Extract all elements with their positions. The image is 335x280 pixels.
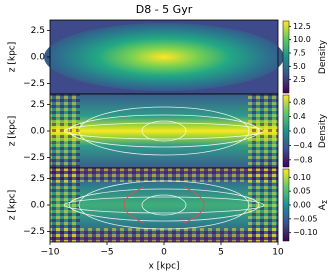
contour	[68, 188, 260, 222]
noise	[248, 94, 278, 168]
colorbar-label-text: Density	[318, 39, 328, 74]
y-tick-label: 2.5	[31, 26, 45, 36]
colorbar-tick-label: 10.0	[293, 35, 311, 44]
colorbar-tick-label: 0.00	[293, 201, 311, 210]
y-tick-label: −2.5	[23, 153, 45, 163]
colorbar-label: Density	[318, 39, 328, 74]
colorbar-label-subscript: Σ	[321, 200, 329, 204]
colorbar	[282, 20, 290, 94]
y-axis-label: z [kpc]	[8, 116, 18, 146]
colorbar	[282, 94, 290, 168]
x-tick-label: −5	[100, 248, 113, 258]
heatmap-image	[50, 94, 278, 168]
colorbar-label-text: A	[318, 203, 328, 210]
colorbar-tick-label: 5.0	[293, 62, 306, 71]
heatmap-image	[50, 168, 278, 242]
y-tick-label: 2.5	[31, 100, 45, 110]
chart-title: D8 - 5 Gyr	[136, 3, 193, 16]
colorbar-tick-label: 0.05	[293, 187, 311, 196]
contour	[63, 122, 265, 140]
colorbar-tick-label: 0.0	[293, 127, 306, 136]
contour	[68, 114, 260, 148]
noise	[50, 228, 278, 242]
colorbar-tick-label: −0.05	[293, 214, 318, 223]
colorbar-label: Density	[318, 113, 328, 148]
colorbar-tick-label: −0.4	[293, 141, 312, 150]
noise	[50, 94, 80, 168]
y-tick-label: 0.0	[31, 53, 46, 63]
heatmap-image	[44, 20, 284, 94]
colorbar-label-text: Density	[318, 113, 328, 148]
contour	[123, 186, 145, 224]
x-tick-label: 10	[272, 248, 284, 258]
y-tick-label: 2.5	[31, 174, 45, 184]
y-axis-label: z [kpc]	[8, 42, 18, 72]
y-axis-label: z [kpc]	[8, 190, 18, 220]
noise	[50, 168, 278, 182]
x-tick-label: 5	[218, 248, 224, 258]
colorbar-tick-label: 0.4	[293, 112, 306, 121]
colorbar-tick-label: −0.8	[293, 155, 312, 164]
x-tick-label: 0	[161, 248, 167, 258]
y-tick-label: −2.5	[23, 79, 45, 89]
colorbar-label: AΣ	[318, 200, 330, 211]
density-blob	[44, 23, 284, 91]
colorbar-tick-label: 2.5	[293, 75, 306, 84]
y-tick-label: −2.5	[23, 227, 45, 237]
colorbar-tick-label: 7.5	[293, 49, 306, 58]
heatmap-background	[50, 94, 278, 168]
colorbar-tick-label: 0.10	[293, 173, 311, 182]
colorbar-tick-label: −0.10	[293, 228, 318, 237]
contour	[78, 180, 250, 230]
colorbar-tick-label: 0.8	[293, 98, 306, 107]
contour	[141, 194, 187, 216]
y-tick-label: 0.0	[31, 127, 46, 137]
contour	[63, 196, 265, 214]
x-tick-label: −10	[41, 248, 60, 258]
contour	[183, 186, 205, 224]
colorbar-tick-label: 12.5	[293, 22, 311, 31]
x-axis-label: x [kpc]	[148, 262, 179, 272]
y-tick-label: 0.0	[31, 201, 46, 211]
colorbar	[282, 168, 290, 242]
contour	[141, 120, 187, 142]
contour	[78, 106, 250, 156]
